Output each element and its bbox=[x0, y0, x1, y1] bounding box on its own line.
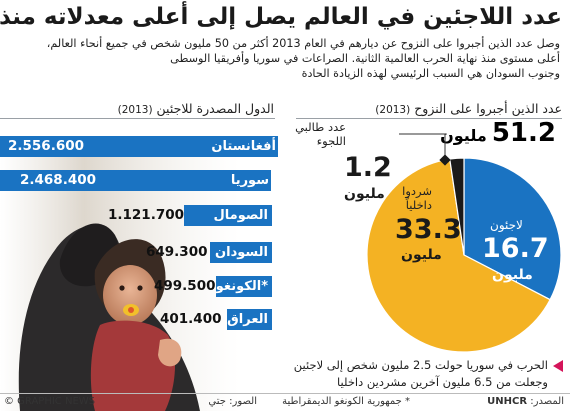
bar-value-afghanistan: 2.556.600 bbox=[8, 138, 85, 154]
slice-label-displaced-line: شردوا bbox=[402, 184, 432, 198]
syria-note: الحرب في سوريا حولت 2.5 مليون شخص إلى لا… bbox=[294, 357, 548, 391]
bar-sudan bbox=[210, 242, 272, 263]
source: المصدر: UNHCR bbox=[487, 396, 564, 407]
bar-label-somalia: الصومال bbox=[213, 208, 268, 223]
bar-chart-title: الدول المصدرة للاجئين (2013) bbox=[118, 101, 274, 116]
syria-note-line: الحرب في سوريا حولت 2.5 مليون شخص إلى لا… bbox=[293, 358, 548, 372]
slice-unit-asylum: مليون bbox=[344, 186, 385, 202]
pie-slice-displaced bbox=[366, 158, 551, 353]
slice-label-displaced: شردوا داخلياً bbox=[402, 184, 432, 212]
bar-congo bbox=[216, 276, 272, 297]
triangle-bullet-icon bbox=[553, 360, 563, 372]
bar-divider bbox=[0, 118, 275, 119]
slice-label-asylum: عدد طالبي اللجوء bbox=[295, 120, 346, 148]
pie-chart-title: عدد الذين أجبروا على النزوح (2013) bbox=[375, 101, 562, 116]
photo-credit: الصور: جتي bbox=[208, 396, 257, 407]
bar-iraq bbox=[227, 309, 272, 330]
slice-label-asylum-line: عدد طالبي bbox=[295, 120, 346, 134]
footer-divider bbox=[0, 393, 570, 394]
subtitle-line: وصل عدد الذين أجبروا على النزوح عن دياره… bbox=[46, 37, 560, 50]
subtitle-line: أعلى مستوى منذ نهاية الحرب العالمية الثا… bbox=[170, 52, 560, 65]
pie-chart bbox=[366, 157, 562, 353]
pie-total-unit: مليون bbox=[440, 126, 487, 145]
bar-label-afghanistan: أفغانستان bbox=[211, 139, 276, 154]
footnote: * جمهورية الكونغو الديمقراطية bbox=[282, 396, 410, 407]
bar-label-iraq: العراق bbox=[227, 312, 268, 327]
bar-syria bbox=[0, 170, 271, 191]
pie-chart-title-year: (2013) bbox=[375, 104, 411, 116]
slice-value-refugees: 16.7 bbox=[482, 233, 549, 264]
bar-afghanistan bbox=[0, 136, 278, 157]
pie-chart-title-text: عدد الذين أجبروا على النزوح bbox=[414, 101, 562, 116]
bar-chart-title-year: (2013) bbox=[117, 104, 153, 116]
subtitle-line: وجنوب السودان هي السبب الرئيسي لهذه الزي… bbox=[301, 67, 560, 80]
brand: © GRAPHIC NEWS bbox=[4, 396, 96, 407]
slice-value-asylum: 1.2 bbox=[344, 152, 392, 183]
pie-slice-asylum bbox=[449, 157, 465, 256]
bar-value-somalia: 1.121.700 bbox=[108, 207, 185, 223]
bar-value-congo: 499.500 bbox=[154, 278, 216, 294]
slice-unit-displaced: مليون bbox=[401, 247, 442, 263]
page-title: عدد اللاجئين في العالم يصل إلى أعلى معدل… bbox=[0, 4, 562, 30]
source-value: UNHCR bbox=[487, 396, 528, 407]
bar-label-congo: الكونغو* bbox=[215, 279, 268, 294]
bar-value-sudan: 649.300 bbox=[146, 244, 208, 260]
bar-chart-title-text: الدول المصدرة للاجئين bbox=[156, 101, 274, 116]
syria-note-line: وجعلت من 6.5 مليون آخرين مشردين داخليا bbox=[337, 375, 548, 389]
slice-label-refugees: لاجئون bbox=[490, 218, 523, 232]
pie-slice-refugees bbox=[463, 157, 562, 301]
source-label: المصدر: bbox=[530, 396, 564, 407]
pie-divider bbox=[296, 118, 562, 119]
bar-value-syria: 2.468.400 bbox=[20, 172, 97, 188]
photo-silhouette bbox=[0, 150, 240, 411]
bar-somalia bbox=[184, 205, 272, 226]
pie-total-value: 51.2 bbox=[491, 118, 556, 148]
bar-label-sudan: السودان bbox=[215, 245, 268, 260]
slice-label-asylum-line: اللجوء bbox=[316, 134, 346, 148]
slice-value-displaced: 33.3 bbox=[395, 214, 462, 245]
bar-value-iraq: 401.400 bbox=[160, 311, 222, 327]
bar-label-syria: سوريا bbox=[230, 173, 269, 188]
asylum-leader-line bbox=[399, 133, 451, 166]
subtitle: وصل عدد الذين أجبروا على النزوح عن دياره… bbox=[12, 36, 560, 81]
slice-unit-refugees: مليون bbox=[492, 267, 533, 283]
slice-label-displaced-line: داخلياً bbox=[405, 198, 432, 212]
pie-total: 51.2 مليون bbox=[440, 118, 556, 148]
